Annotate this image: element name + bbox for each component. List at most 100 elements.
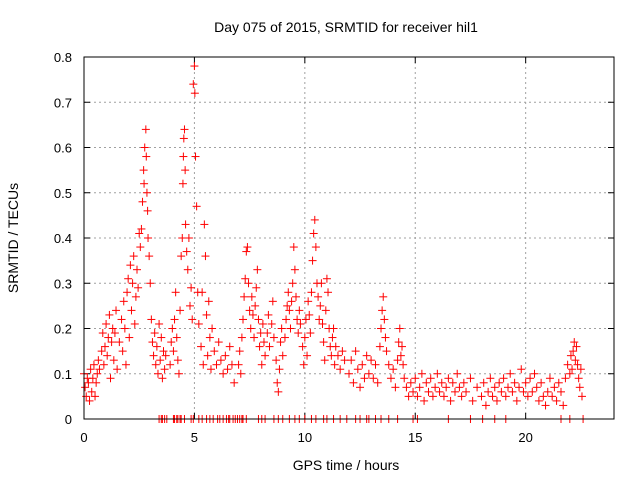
data-point <box>102 319 111 328</box>
data-point <box>353 365 362 374</box>
data-point <box>309 229 318 238</box>
data-point <box>512 396 521 405</box>
data-point <box>308 256 317 265</box>
data-point <box>110 329 119 338</box>
data-point <box>181 166 190 175</box>
data-point <box>147 315 156 324</box>
data-point <box>523 392 532 401</box>
data-point <box>130 319 139 328</box>
data-point <box>375 342 384 351</box>
data-point <box>543 387 552 396</box>
data-point <box>205 333 214 342</box>
data-point <box>296 319 305 328</box>
chart-title: Day 075 of 2015, SRMTID for receiver hil… <box>214 19 478 35</box>
data-point <box>324 288 333 297</box>
data-point <box>91 392 100 401</box>
data-point <box>277 324 286 333</box>
data-point <box>150 329 159 338</box>
data-point <box>462 387 471 396</box>
data-point <box>257 360 266 369</box>
data-point <box>113 365 122 374</box>
data-point <box>158 374 167 383</box>
data-point <box>112 306 121 315</box>
data-point <box>168 324 177 333</box>
data-point <box>139 166 148 175</box>
data-point <box>212 360 221 369</box>
data-point <box>321 306 330 315</box>
data-point <box>275 365 284 374</box>
data-point <box>280 333 289 342</box>
data-point <box>202 310 211 319</box>
data-point <box>135 229 144 238</box>
data-point <box>127 306 136 315</box>
x-axis-label: GPS time / hours <box>293 457 400 473</box>
data-point <box>395 324 404 333</box>
data-point <box>537 378 546 387</box>
data-point <box>356 383 365 392</box>
data-point <box>203 351 212 360</box>
data-point <box>265 342 274 351</box>
data-point <box>206 365 215 374</box>
data-point <box>97 347 106 356</box>
data-point <box>89 360 98 369</box>
data-point <box>468 396 477 405</box>
data-point <box>117 315 126 324</box>
data-point <box>188 315 197 324</box>
data-point <box>151 360 160 369</box>
data-point <box>484 387 493 396</box>
data-point <box>133 265 141 274</box>
data-point <box>261 351 270 360</box>
data-point <box>566 351 575 360</box>
x-tick-label: 0 <box>80 430 87 445</box>
data-point <box>190 89 199 98</box>
data-point <box>240 292 249 301</box>
data-point <box>268 297 277 306</box>
data-point <box>384 360 393 369</box>
data-point <box>210 347 219 356</box>
data-point <box>148 338 157 347</box>
data-point <box>181 220 190 229</box>
data-point <box>349 378 358 387</box>
data-point <box>545 374 554 383</box>
data-point <box>129 252 138 261</box>
data-point <box>315 315 324 324</box>
data-point <box>258 319 267 328</box>
data-point <box>369 374 378 383</box>
data-point <box>528 387 537 396</box>
data-point <box>103 351 112 360</box>
x-tick-label: 5 <box>191 430 198 445</box>
data-point <box>120 324 129 333</box>
data-point <box>200 220 209 229</box>
data-point <box>272 356 281 365</box>
data-point <box>236 369 245 378</box>
data-point <box>457 392 466 401</box>
data-point <box>119 297 128 306</box>
data-point <box>311 243 320 252</box>
data-point <box>149 351 158 360</box>
data-point <box>192 202 201 211</box>
data-point <box>204 297 213 306</box>
data-point <box>106 374 115 383</box>
data-point <box>406 378 415 387</box>
data-point <box>121 360 130 369</box>
data-point <box>176 306 185 315</box>
data-point <box>576 365 585 374</box>
axis-tick-labels: 0 5 10 15 20 0 0.1 0.2 0.3 0.4 0.5 0.6 0.7 0.8 <box>54 50 533 445</box>
data-point <box>183 265 192 274</box>
data-point <box>517 365 526 374</box>
data-point <box>554 378 563 387</box>
y-tick-label: 0 <box>65 412 72 427</box>
data-point <box>515 383 524 392</box>
data-point <box>444 374 453 383</box>
data-point <box>431 383 440 392</box>
data-point <box>191 152 200 161</box>
data-point <box>198 288 207 297</box>
data-point <box>417 369 426 378</box>
data-point <box>138 197 147 206</box>
data-point <box>378 306 387 315</box>
data-point <box>87 387 96 396</box>
data-point <box>253 265 262 274</box>
data-point <box>409 387 418 396</box>
data-point <box>499 374 508 383</box>
